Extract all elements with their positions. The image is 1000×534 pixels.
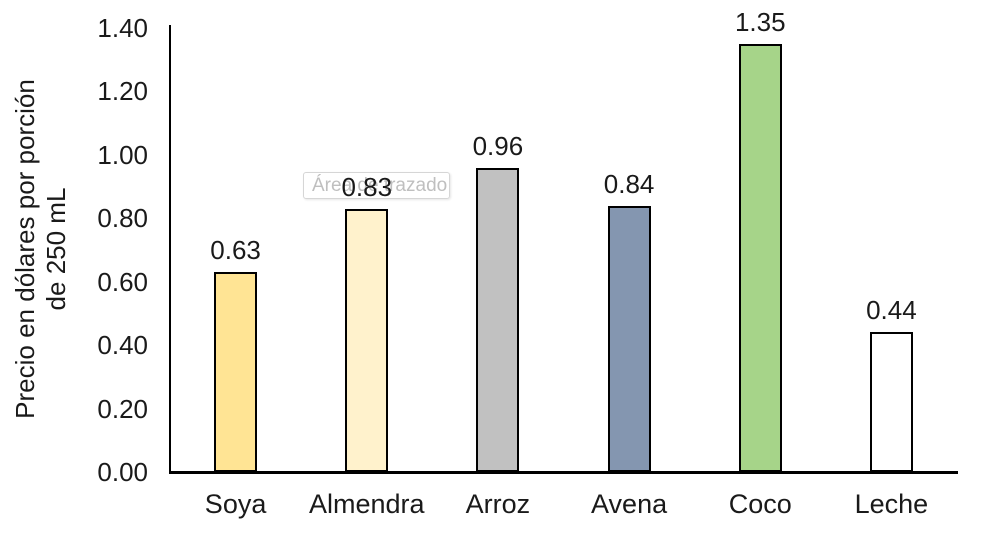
data-label-arroz: 0.96 bbox=[472, 130, 524, 161]
y-axis-title-line1: Precio en dólares por porción bbox=[10, 79, 40, 419]
y-tick-0.60: 0.60 bbox=[97, 266, 148, 297]
data-label-coco: 1.35 bbox=[734, 6, 786, 37]
y-tick-0.00: 0.00 bbox=[97, 457, 148, 487]
y-tick-0.20: 0.20 bbox=[97, 393, 148, 424]
y-tick-0.40: 0.40 bbox=[97, 330, 148, 361]
data-label-leche: 0.44 bbox=[866, 295, 917, 326]
category-label-soya: Soya bbox=[204, 489, 267, 519]
y-tick-1.20: 1.20 bbox=[97, 76, 148, 107]
category-label-arroz: Arroz bbox=[465, 489, 531, 519]
bar-arroz[interactable] bbox=[476, 167, 520, 472]
category-label-almendra: Almendra bbox=[308, 489, 425, 519]
plot-area-tooltip-text: Área de trazado bbox=[312, 175, 448, 196]
data-label-avena: 0.84 bbox=[603, 168, 655, 199]
plot-area[interactable] bbox=[171, 25, 958, 472]
y-axis-title-line2: de 250 mL bbox=[41, 187, 71, 311]
y-tick-1.40: 1.40 bbox=[97, 13, 148, 43]
y-tick-0.80: 0.80 bbox=[97, 203, 148, 234]
y-tick-1.00: 1.00 bbox=[97, 139, 148, 170]
bar-leche[interactable] bbox=[869, 332, 913, 472]
data-label-almendra: 0.83 bbox=[341, 171, 393, 202]
category-label-leche: Leche bbox=[854, 489, 929, 519]
data-label-soya: 0.63 bbox=[210, 235, 261, 266]
y-axis-line bbox=[169, 25, 171, 473]
category-label-coco: Coco bbox=[728, 489, 792, 519]
category-label-avena: Avena bbox=[591, 489, 668, 519]
x-axis-line bbox=[169, 471, 958, 474]
bar-soya[interactable] bbox=[214, 272, 258, 472]
plot-area-tooltip: Área de trazado bbox=[303, 172, 450, 199]
bar-almendra[interactable] bbox=[345, 208, 389, 472]
y-axis-title: Precio en dólares por porción de 250 mL bbox=[10, 9, 72, 489]
bar-coco[interactable] bbox=[738, 43, 782, 472]
bar-avena[interactable] bbox=[607, 205, 651, 472]
